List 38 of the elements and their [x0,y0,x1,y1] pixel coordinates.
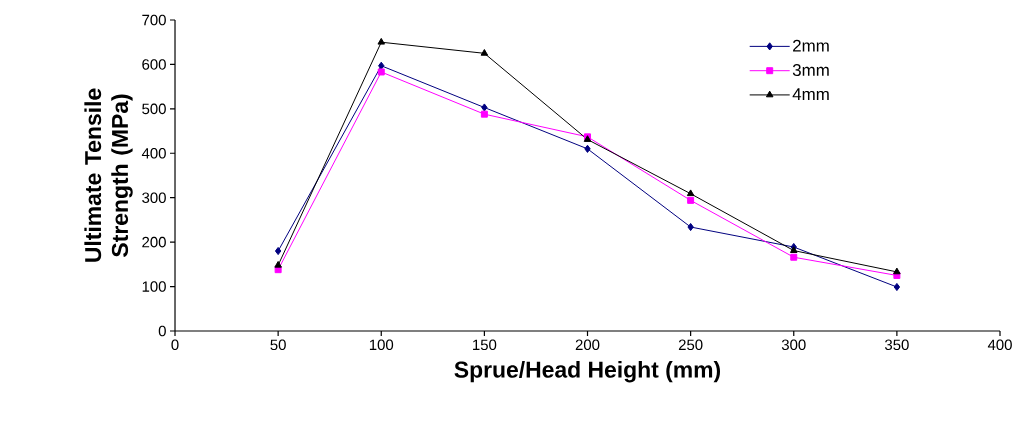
point [893,282,901,292]
point [584,144,591,153]
y-tick-label: 200 [142,236,166,248]
y-tick-label: 0 [158,325,166,337]
y-tick-label: 400 [141,147,166,159]
x-tick-label: 100 [369,339,394,351]
point [480,49,489,56]
y-axis-title: Ultimate Tensile Strength (MPa) [84,88,133,262]
x-tick-label: 50 [270,339,286,351]
y-tick-label: 500 [142,103,166,115]
point [274,246,282,256]
legend-label: 2mm [793,39,829,52]
legend-label: 3mm [792,64,829,77]
point [687,222,694,232]
x-tick-label: 150 [473,339,497,351]
y-tick-label: 600 [142,59,166,70]
point [789,246,798,253]
x-axis-title: Sprue/Head Height (mm) [454,360,721,383]
x-tick-label: 300 [781,339,806,351]
y-tick-label: 300 [142,192,166,203]
x-tick-label: 0 [171,339,179,351]
x-tick-label: 200 [575,339,600,351]
point [377,37,386,45]
point [480,110,488,118]
point [687,196,695,204]
point [686,189,695,197]
x-tick-label: 350 [884,339,909,351]
point [377,68,385,76]
x-tick-label: 250 [678,339,703,351]
point [481,103,488,112]
point [274,260,282,268]
legend-label: 4mm [792,88,829,100]
point [893,267,901,275]
point [790,253,798,261]
point [378,61,385,70]
x-tick-label: 400 [987,339,1012,351]
y-tick-label: 700 [142,14,166,26]
y-tick-label: 100 [142,281,166,292]
